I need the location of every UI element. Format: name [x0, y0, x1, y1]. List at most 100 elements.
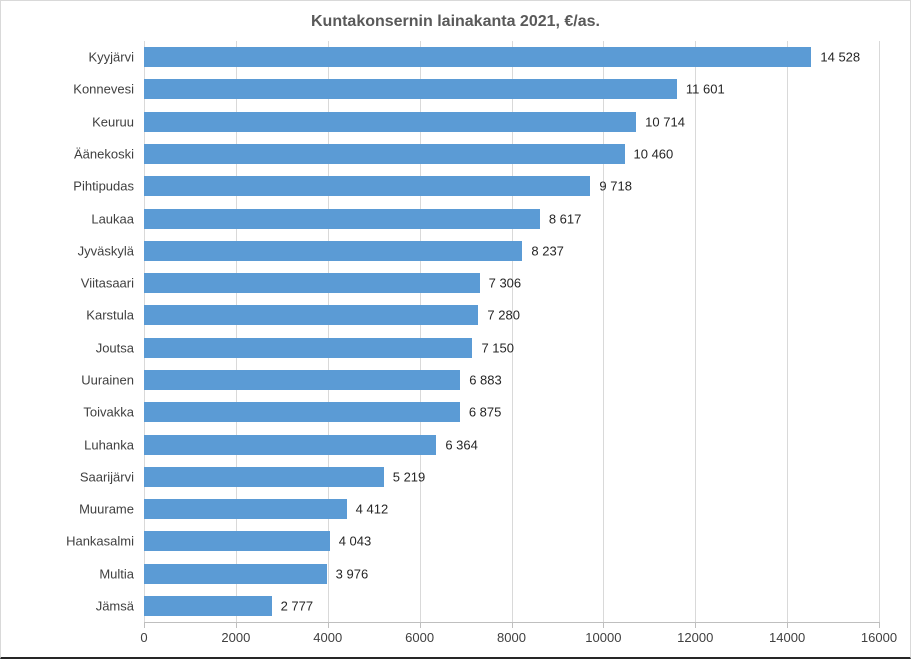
x-axis-tick: [511, 622, 513, 628]
category-label: Multia: [99, 566, 134, 582]
x-tick-label: 6000: [405, 630, 435, 645]
category-label: Karstula: [86, 307, 134, 323]
gridline: [419, 41, 421, 622]
bar-row: Konnevesi 11 601: [73, 73, 879, 105]
bar-row: Multia 3 976: [99, 558, 879, 590]
bar-row: Jämsä 2 777: [96, 590, 879, 622]
gridline: [144, 41, 145, 622]
bar: [144, 466, 384, 487]
value-label: 11 601: [685, 81, 725, 97]
bar-row: Hankasalmi 4 043: [66, 525, 879, 557]
x-tick-label: 14000: [769, 630, 806, 645]
bar-row: Laukaa 8 617: [91, 202, 879, 234]
bar-row: Pihtipudas 9 718: [73, 170, 879, 202]
x-axis-tick: [603, 622, 605, 628]
bar: [144, 402, 460, 423]
value-label: 10 714: [645, 114, 685, 130]
bar: [144, 143, 625, 164]
category-label: Uurainen: [81, 372, 134, 388]
bar-row: Saarijärvi 5 219: [80, 461, 879, 493]
value-label: 7 150: [481, 340, 514, 356]
x-tick-label: 12000: [677, 630, 714, 645]
x-tick-label: 0: [140, 630, 148, 645]
category-label: Konnevesi: [73, 81, 134, 97]
category-label: Pihtipudas: [73, 178, 134, 194]
value-label: 7 280: [487, 307, 520, 323]
gridline: [879, 41, 880, 622]
bar: [144, 434, 437, 455]
category-label: Muurame: [79, 501, 134, 517]
value-label: 4 043: [338, 533, 372, 549]
category-label: Hankasalmi: [66, 533, 134, 549]
x-axis-tick: [695, 622, 697, 628]
bar: [144, 240, 523, 261]
bar-row: Muurame 4 412: [79, 493, 879, 525]
value-label: 5 219: [392, 469, 426, 485]
x-tick-label: 8000: [497, 630, 526, 645]
gridline: [603, 41, 605, 622]
category-label: Saarijärvi: [79, 469, 134, 485]
value-label: 7 306: [488, 275, 522, 291]
bar: [144, 337, 473, 358]
value-label: 6 875: [468, 404, 502, 420]
bar: [144, 595, 272, 616]
bar-row: Joutsa 7 150: [96, 332, 879, 364]
x-tick-label: 2000: [221, 630, 251, 645]
bar: [144, 531, 330, 552]
x-axis-tick: [144, 622, 145, 628]
value-label: 10 460: [633, 146, 674, 162]
category-label: Jyväskylä: [77, 243, 134, 259]
category-label: Keuruu: [92, 114, 134, 130]
x-tick-label: 10000: [585, 630, 622, 645]
category-label: Toivakka: [83, 404, 134, 420]
value-label: 6 364: [445, 437, 478, 453]
category-label: Viitasaari: [80, 275, 134, 291]
value-label: 3 976: [335, 566, 369, 582]
category-label: Jämsä: [95, 598, 134, 614]
gridline: [235, 41, 237, 622]
x-tick-label: 4000: [313, 630, 343, 645]
x-axis-tick: [327, 622, 329, 628]
value-label: 8 237: [531, 243, 564, 259]
bar-row: Keuruu 10 714: [92, 106, 879, 138]
category-label: Joutsa: [95, 340, 134, 356]
bar-rows: Kyyjärvi 14 528 Konnevesi 11 601 Keuruu 10 71…: [66, 41, 879, 622]
bar: [144, 369, 461, 390]
category-label: Laukaa: [91, 211, 134, 227]
bar: [144, 208, 540, 229]
value-label: 8 617: [548, 211, 582, 227]
bar: [144, 273, 480, 294]
plot-area: Kyyjärvi 14 528 Konnevesi 11 601 Keuruu 10 71…: [66, 41, 880, 628]
bar: [144, 79, 677, 100]
bar-row: Jyväskylä 8 237: [78, 235, 879, 267]
value-label: 4 412: [355, 501, 389, 517]
value-label: 6 883: [469, 372, 502, 388]
category-label: Luhanka: [84, 437, 134, 453]
bar: [144, 499, 347, 520]
value-label: 2 777: [280, 598, 314, 614]
value-label: 9 718: [599, 178, 632, 194]
gridline: [511, 41, 513, 622]
bar-row: Luhanka 6 364: [84, 428, 879, 460]
x-axis-tick: [787, 622, 789, 628]
bar-row: Viitasaari 7 306: [81, 267, 879, 299]
x-axis-tick-labels: 0 2000 4000 6000 8000 10000 12000 14000 16000: [140, 630, 897, 648]
bar-row: Kyyjärvi 14 528: [88, 41, 879, 73]
bar: [144, 563, 327, 584]
bar-row: Karstula 7 280: [86, 299, 879, 331]
x-axis-tick: [419, 622, 421, 628]
gridline: [327, 41, 329, 622]
bar-row: Äänekoski 10 460: [74, 138, 879, 170]
bar: [144, 305, 479, 326]
chart-title: Kuntakonsernin lainakanta 2021, €/as.: [310, 13, 600, 30]
value-label: 14 528: [820, 49, 861, 65]
x-axis-tick: [879, 622, 880, 628]
bar: [144, 176, 591, 197]
bar-row: Toivakka 6 875: [83, 396, 879, 428]
category-label: Äänekoski: [74, 146, 134, 162]
x-tick-label: 16000: [860, 630, 898, 645]
gridline: [695, 41, 697, 622]
gridline: [787, 41, 789, 622]
bar: [144, 111, 637, 132]
